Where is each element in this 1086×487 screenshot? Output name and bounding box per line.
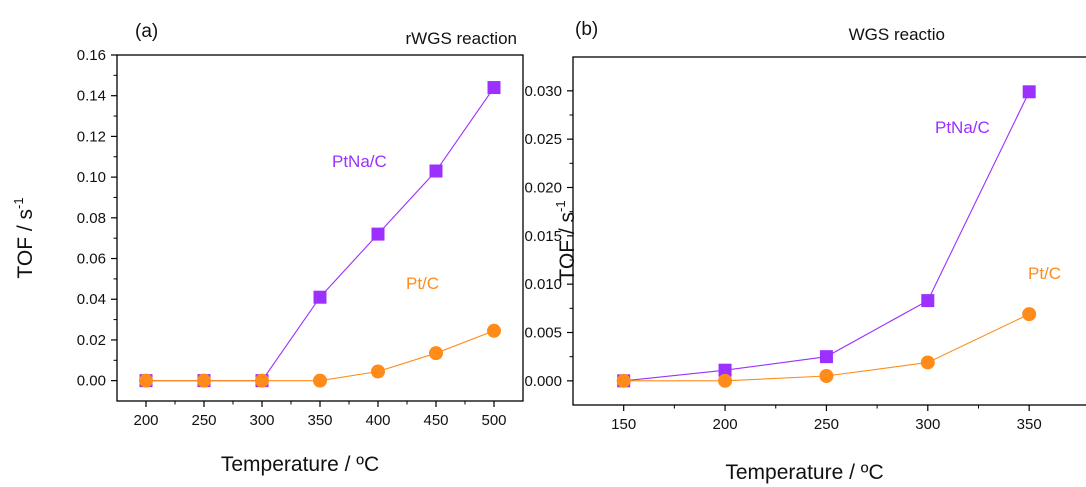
y-axis-title: TOF / s-1	[553, 200, 579, 281]
y-tick-label: 0.000	[524, 373, 562, 390]
data-point-circle	[819, 369, 834, 383]
series-line-ptna-c	[146, 87, 495, 382]
x-tick-label: 400	[365, 412, 390, 429]
y-tick-label: 0.025	[524, 131, 562, 148]
data-point-square	[313, 290, 327, 304]
y-tick-label: 0.020	[524, 180, 562, 197]
data-point-circle	[313, 373, 327, 388]
data-point-square	[487, 81, 501, 95]
y-tick-label: 0.030	[524, 83, 562, 100]
x-tick-label: 450	[423, 412, 448, 429]
data-point-square	[371, 227, 385, 241]
series-annotation: Pt/C	[1028, 264, 1061, 283]
x-tick-label: 350	[307, 412, 332, 429]
y-tick-label: 0.16	[77, 47, 106, 64]
y-axis-title: TOF / s-1	[11, 197, 37, 278]
data-point-circle	[718, 373, 733, 388]
y-axis-title-superscript: -1	[553, 200, 568, 212]
y-tick-label: 0.08	[77, 210, 106, 227]
x-tick-label: 250	[814, 416, 839, 433]
data-point-circle	[139, 373, 153, 388]
x-tick-label: 200	[713, 416, 738, 433]
series-annotation: PtNa/C	[332, 152, 387, 171]
x-axis-title: Temperature / ºC	[725, 461, 883, 484]
y-tick-label: 0.015	[524, 228, 562, 245]
chart-title: rWGS reaction	[406, 29, 517, 48]
x-tick-label: 500	[481, 412, 506, 429]
data-point-circle	[616, 373, 631, 388]
y-tick-label: 0.04	[77, 291, 106, 308]
x-tick-label: 200	[133, 412, 158, 429]
plot-frame	[572, 56, 1086, 406]
y-axis-title-superscript: -1	[11, 197, 26, 209]
y-tick-label: 0.005	[524, 325, 562, 342]
y-axis-title-text: TOF / s	[556, 212, 579, 282]
data-point-circle	[371, 364, 385, 379]
y-tick-label: 0.10	[77, 169, 106, 186]
data-point-circle	[255, 373, 269, 388]
y-tick-label: 0.12	[77, 128, 106, 145]
y-tick-label: 0.00	[77, 373, 106, 390]
y-axis-title-text: TOF / s	[14, 209, 37, 279]
panel-label: (b)	[575, 19, 598, 40]
data-point-square	[819, 350, 833, 364]
data-point-circle	[920, 355, 935, 370]
x-tick-label: 150	[611, 416, 636, 433]
y-tick-label: 0.010	[524, 276, 562, 293]
x-tick-label: 300	[249, 412, 274, 429]
data-point-circle	[429, 346, 443, 361]
chart-title: WGS reactio	[849, 25, 945, 44]
data-point-square	[429, 164, 443, 178]
x-tick-label: 350	[1017, 416, 1042, 433]
x-tick-label: 250	[191, 412, 216, 429]
data-point-circle	[487, 323, 501, 338]
series-annotation: PtNa/C	[935, 118, 990, 137]
y-tick-label: 0.02	[77, 332, 106, 349]
panel-a: 200 250 300 350 400 450 500 0.00 0.02 0.04 0.06 0.0…	[11, 21, 524, 476]
panel-label: (a)	[135, 21, 158, 42]
x-axis-title: Temperature / ºC	[221, 453, 379, 476]
plot-frame	[116, 54, 524, 402]
data-point-square	[1022, 85, 1036, 99]
panel-b: 150 200 250 300 350 0.000 0.005 0.010 0.015 0.020…	[524, 19, 1086, 484]
data-point-square	[718, 363, 732, 377]
y-tick-label: 0.06	[77, 251, 106, 268]
data-point-circle	[197, 373, 211, 388]
y-tick-label: 0.14	[77, 88, 106, 105]
data-point-square	[921, 294, 935, 308]
series-annotation: Pt/C	[406, 274, 439, 293]
data-point-circle	[1022, 307, 1037, 322]
x-tick-label: 300	[915, 416, 940, 433]
